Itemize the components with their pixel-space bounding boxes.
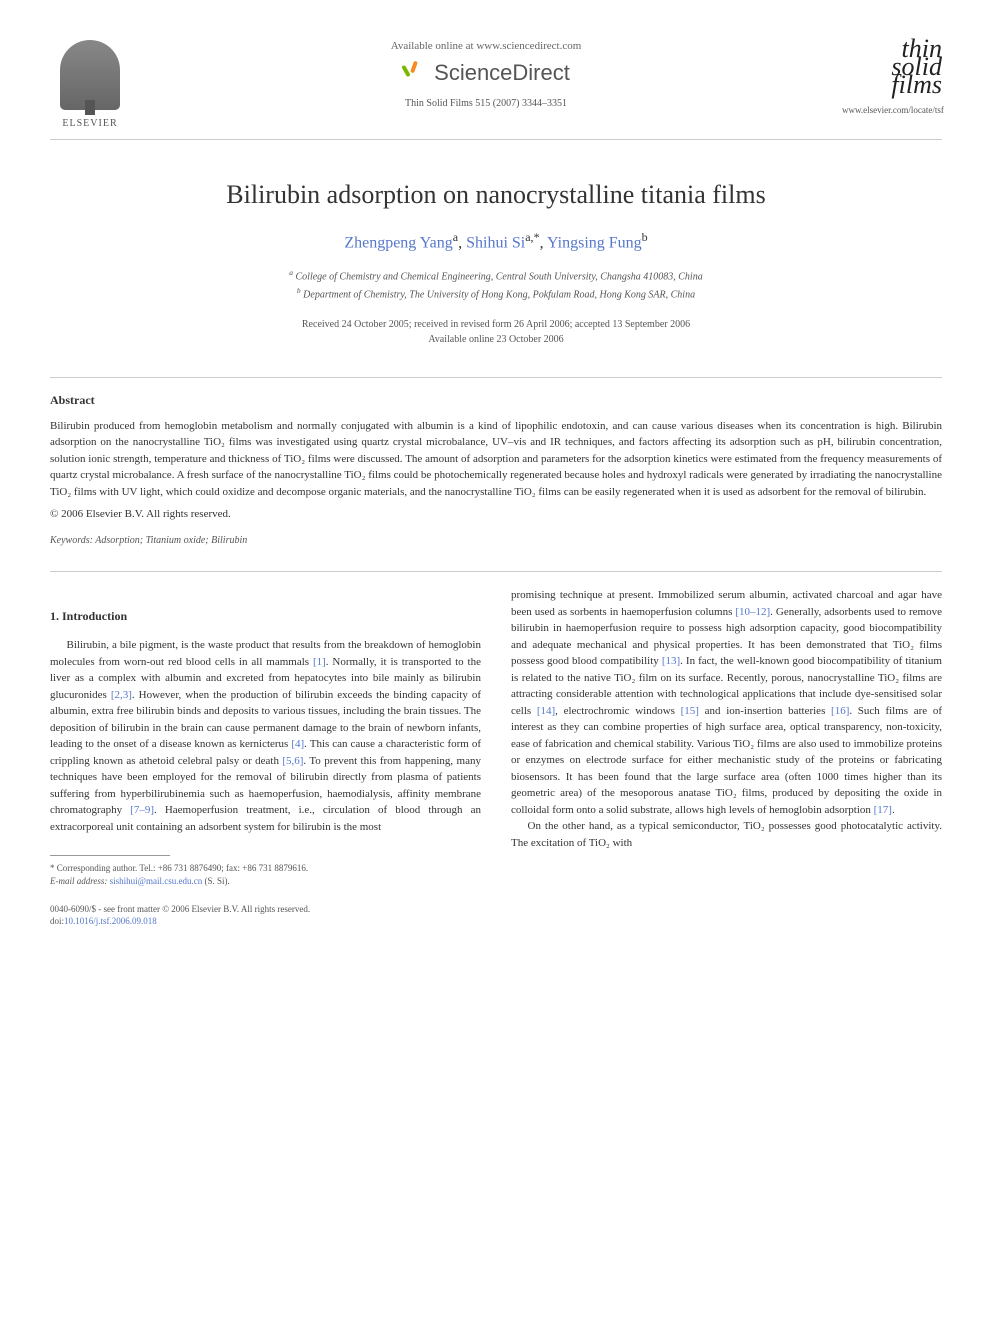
author-link-2[interactable]: Shihui Si xyxy=(466,234,525,251)
journal-logo: thin solid films www.elsevier.com/locate… xyxy=(842,40,942,115)
corresponding-author-footnote: * Corresponding author. Tel.: +86 731 88… xyxy=(50,862,481,887)
intro-paragraph-2: On the other hand, as a typical semicond… xyxy=(511,818,942,851)
body-columns: 1. Introduction Bilirubin, a bile pigmen… xyxy=(50,587,942,927)
footnote-separator xyxy=(50,855,170,856)
affiliation-b: b Department of Chemistry, The Universit… xyxy=(50,285,942,302)
ref-link-1012[interactable]: [10–12] xyxy=(735,606,770,618)
email-suffix: (S. Si). xyxy=(204,876,229,886)
available-online-text: Available online at www.sciencedirect.co… xyxy=(130,40,842,52)
affiliation-a: a College of Chemistry and Chemical Engi… xyxy=(50,267,942,284)
ref-link-13[interactable]: [13] xyxy=(662,655,680,667)
issn-copyright: 0040-6090/$ - see front matter © 2006 El… xyxy=(50,903,481,916)
section-1-heading: 1. Introduction xyxy=(50,607,481,625)
separator-2 xyxy=(50,571,942,572)
affiliations: a College of Chemistry and Chemical Engi… xyxy=(50,267,942,302)
ref-link-14[interactable]: [14] xyxy=(537,705,555,717)
ref-link-15[interactable]: [15] xyxy=(681,705,699,717)
page-header: ELSEVIER Available online at www.science… xyxy=(50,40,942,140)
journal-url: www.elsevier.com/locate/tsf xyxy=(842,105,942,115)
elsevier-tree-icon xyxy=(60,40,120,110)
ref-link-17[interactable]: [17] xyxy=(874,804,892,816)
doi-link[interactable]: 10.1016/j.tsf.2006.09.018 xyxy=(64,916,157,926)
ref-link-1[interactable]: [1] xyxy=(313,656,326,668)
corr-author-contact: * Corresponding author. Tel.: +86 731 88… xyxy=(50,862,481,875)
column-right: promising technique at present. Immobili… xyxy=(511,587,942,927)
journal-citation: Thin Solid Films 515 (2007) 3344–3351 xyxy=(130,98,842,109)
intro-paragraph-1: Bilirubin, a bile pigment, is the waste … xyxy=(50,637,481,835)
author-3-affil: b xyxy=(642,230,648,244)
email-link[interactable]: sishihui@mail.csu.edu.cn xyxy=(110,876,203,886)
center-header: Available online at www.sciencedirect.co… xyxy=(130,40,842,109)
corr-author-email-line: E-mail address: sishihui@mail.csu.edu.cn… xyxy=(50,875,481,888)
author-link-1[interactable]: Zhengpeng Yang xyxy=(344,234,452,251)
tsf-line3: films xyxy=(842,76,942,94)
tsf-logo-icon: thin solid films xyxy=(842,40,942,95)
keywords-label: Keywords: xyxy=(50,535,93,546)
doi-label: doi: xyxy=(50,916,64,926)
abstract-copyright: © 2006 Elsevier B.V. All rights reserved… xyxy=(50,508,942,520)
article-dates: Received 24 October 2005; received in re… xyxy=(50,317,942,347)
elsevier-logo: ELSEVIER xyxy=(50,40,130,129)
email-label: E-mail address: xyxy=(50,876,107,886)
author-link-3[interactable]: Yingsing Fung xyxy=(547,234,642,251)
sciencedirect-text: ScienceDirect xyxy=(434,60,570,86)
author-2-affil: a, xyxy=(525,230,533,244)
doi-line: doi:10.1016/j.tsf.2006.09.018 xyxy=(50,915,481,928)
ref-link-23[interactable]: [2,3] xyxy=(111,689,132,701)
column-left: 1. Introduction Bilirubin, a bile pigmen… xyxy=(50,587,481,927)
ref-link-4[interactable]: [4] xyxy=(291,738,304,750)
page-footer: 0040-6090/$ - see front matter © 2006 El… xyxy=(50,903,481,928)
received-date: Received 24 October 2005; received in re… xyxy=(50,317,942,332)
abstract-heading: Abstract xyxy=(50,393,942,408)
keywords: Keywords: Adsorption; Titanium oxide; Bi… xyxy=(50,535,942,546)
ref-link-79[interactable]: [7–9] xyxy=(130,804,154,816)
abstract-text: Bilirubin produced from hemoglobin metab… xyxy=(50,418,942,501)
ref-link-16[interactable]: [16] xyxy=(831,705,849,717)
ref-link-56[interactable]: [5,6] xyxy=(282,755,303,767)
author-list: Zhengpeng Yanga, Shihui Sia,*, Yingsing … xyxy=(50,230,942,252)
sciencedirect-logo: ScienceDirect xyxy=(130,60,842,86)
elsevier-label: ELSEVIER xyxy=(50,118,130,129)
intro-paragraph-1-cont: promising technique at present. Immobili… xyxy=(511,587,942,818)
sciencedirect-burst-icon xyxy=(402,61,426,85)
keywords-text: Adsorption; Titanium oxide; Bilirubin xyxy=(95,535,247,546)
author-1-affil: a xyxy=(453,230,458,244)
author-2-corr: * xyxy=(534,230,540,244)
separator xyxy=(50,377,942,378)
online-date: Available online 23 October 2006 xyxy=(50,332,942,347)
article-title: Bilirubin adsorption on nanocrystalline … xyxy=(50,180,942,210)
